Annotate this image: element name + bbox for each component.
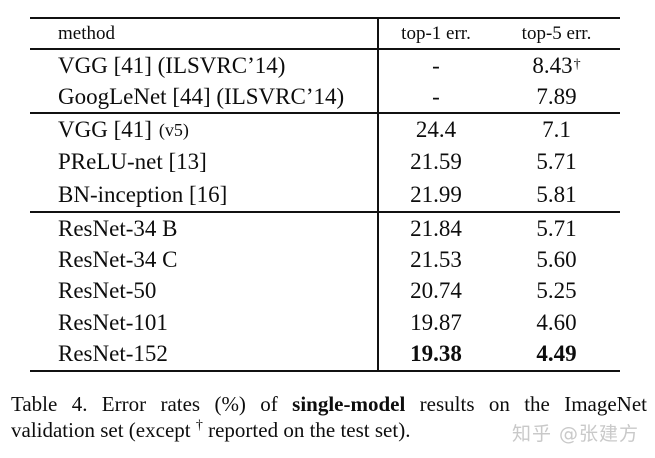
- table-row-resnet34c: ResNet-34 C 21.53 5.60: [30, 244, 620, 276]
- top1-value-best: 19.38: [379, 338, 493, 369]
- method-cell: ResNet-101: [30, 307, 379, 339]
- table-section-resnets: ResNet-34 B 21.84 5.71 ResNet-34 C 21.53…: [30, 212, 620, 370]
- method-label-small: (v5): [158, 119, 189, 140]
- top5-value: 4.60: [493, 307, 620, 338]
- table-row-googlenet: GoogLeNet [44] (ILSVRC’14) - 7.89: [30, 81, 620, 112]
- top1-value: 20.74: [379, 276, 493, 307]
- top5-value: 8.43 †: [532, 52, 581, 78]
- method-label: GoogLeNet [44] (ILSVRC’14): [58, 83, 345, 109]
- top1-text: 19.38: [410, 341, 462, 367]
- top5-value: 7.1: [493, 114, 620, 146]
- method-label: ResNet-101: [58, 309, 168, 335]
- top1-text: 19.87: [410, 309, 462, 335]
- table-section-baselines: VGG [41] (v5) 24.4 7.1 PReLU-net [13] 21.…: [30, 114, 620, 213]
- method-cell: GoogLeNet [44] (ILSVRC’14): [30, 81, 379, 112]
- top5-value: 5.60: [493, 244, 620, 275]
- table-row-prelu-net: PReLU-net [13] 21.59 5.71: [30, 146, 620, 179]
- top5-value: 5.81: [493, 179, 620, 211]
- caption-text: validation set (except: [11, 418, 196, 442]
- table-row-resnet152: ResNet-152 19.38 4.49: [30, 338, 620, 370]
- table-row-resnet50: ResNet-50 20.74 5.25: [30, 275, 620, 308]
- top5-value: 7.89: [493, 81, 620, 112]
- header-top1-label: top-1 err.: [401, 22, 471, 44]
- top1-text: -: [432, 52, 440, 78]
- header-top1-err: top-1 err.: [379, 19, 493, 48]
- top1-text: -: [432, 83, 440, 109]
- method-label: ResNet-34 B: [58, 215, 178, 241]
- table-caption: Table 4. Error rates (%) of single-model…: [11, 391, 647, 443]
- top1-value: 21.99: [379, 179, 493, 211]
- top5-text: 5.71: [536, 215, 577, 241]
- method-cell: ResNet-34 B: [30, 212, 379, 245]
- method-label: VGG [41]: [58, 117, 152, 143]
- table-row-resnet34b: ResNet-34 B 21.84 5.71: [30, 212, 620, 245]
- top1-value: 21.53: [379, 244, 493, 275]
- caption-text: reported on the test set).: [202, 418, 411, 442]
- results-table: method top-1 err. top-5 err. VGG [41] (I…: [30, 17, 620, 372]
- method-cell: PReLU-net [13]: [30, 146, 379, 179]
- caption-line-2: validation set (except † reported on the…: [11, 417, 647, 443]
- top1-text: 21.53: [410, 246, 462, 272]
- header-method: method: [30, 19, 379, 48]
- method-cell: ResNet-152: [30, 338, 379, 370]
- method-cell: BN-inception [16]: [30, 178, 379, 211]
- method-label: ResNet-152: [58, 341, 168, 367]
- top5-text: 8.43: [532, 52, 573, 78]
- table-row-resnet101: ResNet-101 19.87 4.60: [30, 307, 620, 339]
- top1-value: -: [379, 81, 493, 112]
- method-cell: ResNet-34 C: [30, 244, 379, 276]
- top5-text: 4.49: [536, 341, 577, 367]
- top5-text: 5.71: [536, 149, 577, 175]
- method-label: ResNet-50: [58, 278, 157, 304]
- table-header-row: method top-1 err. top-5 err.: [30, 19, 620, 50]
- caption-line-1: Table 4. Error rates (%) of single-model…: [11, 391, 647, 417]
- header-method-label: method: [58, 22, 115, 44]
- top1-text: 21.59: [410, 149, 462, 175]
- caption-bold-text: single-model: [292, 392, 406, 416]
- top1-value: 24.4: [379, 114, 493, 146]
- top1-value: 19.87: [379, 307, 493, 338]
- table-section-ilsvrc14: VGG [41] (ILSVRC’14) - 8.43 † GoogLeNet […: [30, 50, 620, 114]
- caption-text: Table 4. Error rates (%) of: [11, 392, 293, 416]
- table-row-bn-inception: BN-inception [16] 21.99 5.81: [30, 178, 620, 211]
- table-row-vgg-v5: VGG [41] (v5) 24.4 7.1: [30, 114, 620, 147]
- top5-text: 7.1: [542, 117, 571, 143]
- zhihu-watermark: 知乎 @张建方: [512, 423, 640, 445]
- top1-text: 20.74: [410, 278, 462, 304]
- top1-value: 21.59: [379, 146, 493, 178]
- top5-text: 4.60: [536, 309, 577, 335]
- method-label: BN-inception [16]: [58, 181, 228, 207]
- top5-text: 7.89: [536, 83, 577, 109]
- top1-text: 21.84: [410, 215, 462, 241]
- header-top5-label: top-5 err.: [521, 22, 592, 44]
- top5-value: 5.71: [493, 146, 620, 178]
- top5-text: 5.81: [536, 181, 577, 207]
- top5-value-best: 4.49: [493, 338, 620, 369]
- method-label: PReLU-net [13]: [58, 149, 207, 175]
- top1-value: 21.84: [379, 213, 493, 244]
- header-top5-err: top-5 err.: [493, 19, 620, 48]
- method-cell: ResNet-50: [30, 275, 379, 308]
- method-label: ResNet-34 C: [58, 246, 178, 272]
- method-cell: VGG [41] (v5): [30, 114, 379, 147]
- top1-text: 24.4: [415, 117, 457, 143]
- caption-text: results on the ImageNet: [405, 392, 647, 416]
- method-cell: VGG [41] (ILSVRC’14): [30, 50, 379, 81]
- method-label: VGG [41] (ILSVRC’14): [58, 52, 286, 78]
- top5-text: 5.60: [536, 246, 577, 272]
- top5-text: 5.25: [536, 278, 577, 304]
- top5-value: 5.25: [493, 276, 620, 307]
- top1-text: 21.99: [410, 181, 462, 207]
- dagger-symbol: †: [195, 418, 203, 433]
- top5-value: 5.71: [493, 213, 620, 244]
- top1-value: -: [379, 50, 493, 81]
- table-row-vgg-ilsvrc: VGG [41] (ILSVRC’14) - 8.43 †: [30, 50, 620, 81]
